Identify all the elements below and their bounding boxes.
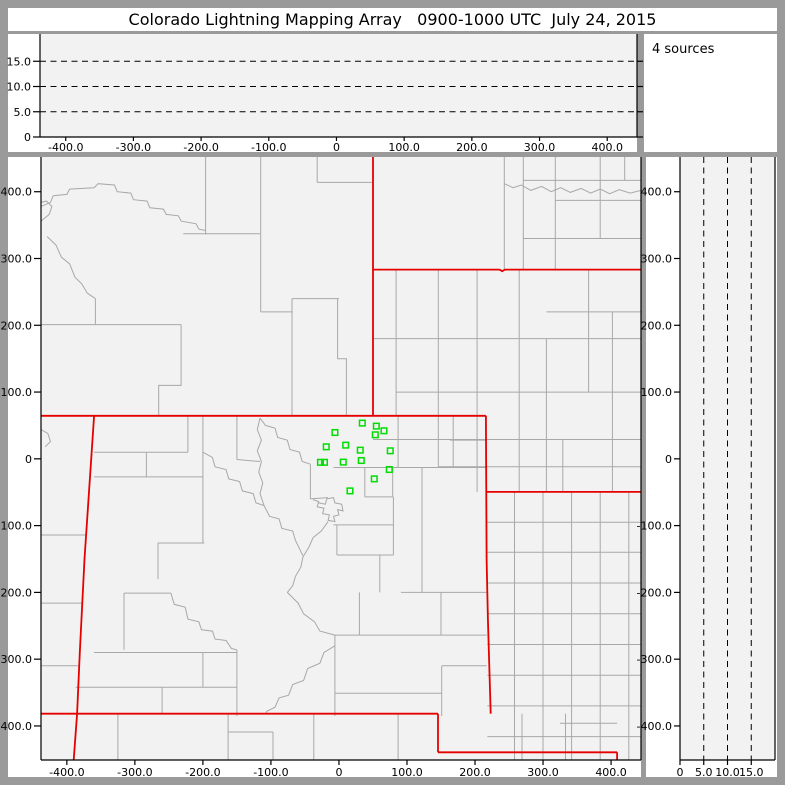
lma-station-marker: [356, 446, 364, 454]
y-tick-label: 100.0: [641, 386, 673, 399]
state-border-line: [72, 415, 95, 761]
page-title: Colorado Lightning Mapping Array 0900-10…: [128, 10, 657, 29]
county-border-line: [40, 200, 53, 222]
lma-station-marker: [371, 431, 379, 439]
lma-station-marker: [322, 443, 330, 451]
x-tick-label: 400.0: [595, 766, 627, 779]
x-tick-label: 0: [335, 766, 342, 779]
alt-tick-label: 15.0: [7, 55, 32, 68]
county-border-line: [202, 451, 265, 507]
lma-station-marker: [331, 428, 339, 437]
y-tick-label: -400.0: [0, 720, 32, 733]
plan-view-map-plot-area[interactable]: [41, 157, 641, 760]
lma-station-marker: [342, 441, 350, 449]
y-tick-label: -200.0: [637, 586, 672, 599]
x-tick-label: -100.0: [251, 141, 286, 154]
y-tick-label: -100.0: [637, 520, 672, 533]
county-border-line: [263, 505, 304, 556]
y-tick-label: 200.0: [641, 319, 673, 332]
y-tick-label: 400.0: [1, 186, 33, 199]
lma-station-marker: [358, 419, 366, 427]
county-border-line: [236, 459, 261, 462]
county-border-line: [256, 417, 265, 506]
y-tick-label: -300.0: [637, 653, 672, 666]
x-tick-label: -100.0: [253, 766, 288, 779]
x-tick-label: -200.0: [185, 766, 220, 779]
x-tick-label: -400.0: [49, 766, 84, 779]
y-tick-label: -400.0: [637, 720, 672, 733]
y-tick-label: -300.0: [0, 653, 32, 666]
county-border-line: [286, 592, 336, 636]
county-border-line: [337, 298, 347, 416]
lma-station-marker: [380, 427, 388, 435]
title-bar: Colorado Lightning Mapping Array 0900-10…: [8, 8, 777, 31]
x-tick-label: -300.0: [116, 141, 151, 154]
x-tick-label: -200.0: [183, 141, 218, 154]
alt-tick-label: 5.0: [14, 106, 32, 119]
county-border-line: [286, 521, 329, 593]
lma-station-marker: [357, 456, 365, 465]
lma-station-marker: [320, 458, 329, 466]
county-border-line: [504, 183, 642, 195]
lma-station-marker: [346, 487, 354, 495]
lma-station-marker: [370, 475, 378, 483]
x-tick-label: 0: [333, 141, 340, 154]
lma-station-marker: [372, 422, 380, 430]
x-tick-label: -300.0: [117, 766, 152, 779]
x-tick-label: 300.0: [524, 141, 556, 154]
y-tick-label: 300.0: [641, 253, 673, 266]
county-border-line: [310, 497, 329, 500]
y-tick-label: -100.0: [0, 520, 32, 533]
y-tick-label: 0: [25, 453, 32, 466]
x-tick-label: 100.0: [388, 141, 420, 154]
altitude-ew-plot-area[interactable]: [40, 34, 637, 137]
lma-station-marker: [339, 458, 347, 466]
lma-station-marker: [316, 458, 325, 466]
x-tick-label: 200.0: [459, 766, 491, 779]
x-tick-label: 200.0: [456, 141, 488, 154]
y-tick-label: 0: [665, 453, 672, 466]
altitude-ns-plot-area[interactable]: [680, 157, 775, 760]
x-tick-label: 400.0: [591, 141, 623, 154]
alt-tick-label: 0: [677, 766, 684, 779]
alt-tick-label: 5.0: [695, 766, 713, 779]
alt-tick-label: 15.0: [739, 766, 764, 779]
alt-tick-label: 0: [24, 131, 31, 144]
x-tick-label: 100.0: [391, 766, 423, 779]
county-border-line: [170, 592, 238, 651]
county-border-line: [312, 497, 344, 523]
county-border-line: [265, 645, 336, 714]
y-tick-label: 300.0: [1, 253, 33, 266]
y-tick-label: 400.0: [641, 186, 673, 199]
county-border-line: [40, 183, 206, 231]
alt-tick-label: 10.0: [715, 766, 740, 779]
lma-station-marker: [385, 465, 393, 474]
x-tick-label: 300.0: [527, 766, 559, 779]
county-border-line: [46, 236, 96, 300]
state-border-line: [373, 268, 641, 273]
source-count-panel: 4 sources: [644, 34, 777, 152]
source-count-label: 4 sources: [652, 42, 715, 57]
alt-tick-label: 10.0: [7, 81, 32, 94]
county-border-line: [158, 324, 182, 416]
county-border-line: [40, 429, 52, 448]
y-tick-label: 100.0: [1, 386, 33, 399]
lma-station-marker: [386, 447, 394, 455]
state-border-line: [485, 415, 492, 714]
county-border-line: [259, 417, 311, 465]
y-tick-label: -200.0: [0, 586, 32, 599]
y-tick-label: 200.0: [1, 319, 33, 332]
x-tick-label: -400.0: [48, 141, 83, 154]
